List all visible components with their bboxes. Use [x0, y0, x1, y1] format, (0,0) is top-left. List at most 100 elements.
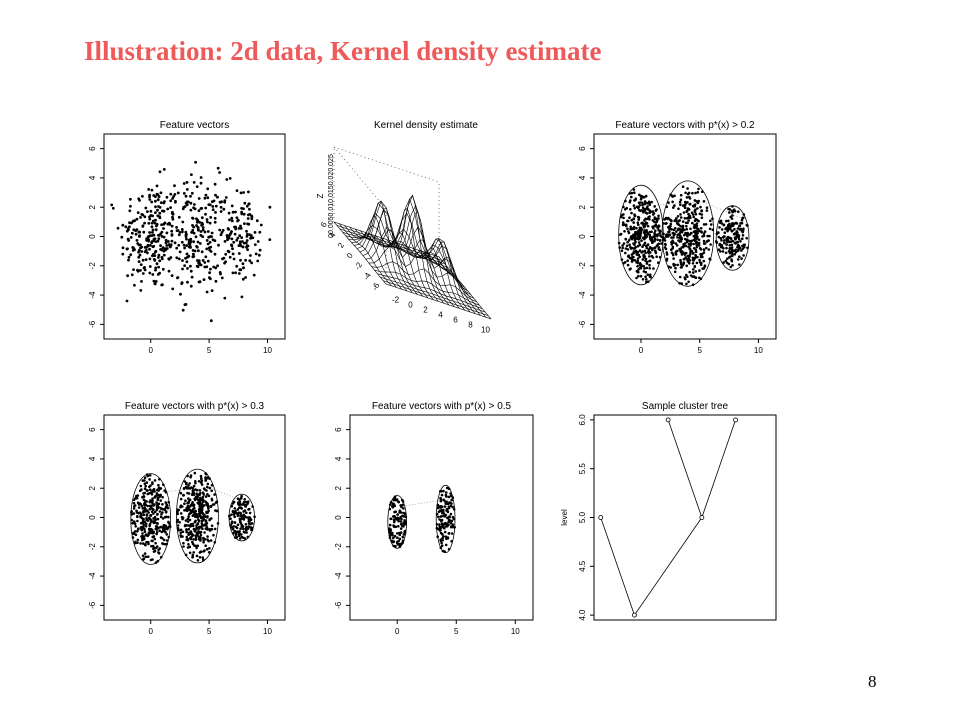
data-point — [155, 184, 159, 188]
data-point — [655, 255, 658, 258]
data-point — [684, 221, 688, 225]
y-tick-label: -4 — [334, 572, 343, 580]
data-point — [185, 252, 189, 256]
data-point — [131, 219, 135, 223]
data-point — [645, 262, 649, 265]
data-point — [665, 251, 669, 254]
data-point — [205, 239, 209, 242]
data-point — [694, 230, 698, 233]
data-point — [156, 198, 160, 202]
data-point — [741, 237, 744, 240]
data-point — [727, 262, 731, 266]
data-point — [189, 269, 193, 273]
data-point — [198, 261, 201, 265]
data-point — [645, 231, 649, 234]
data-point — [684, 191, 687, 195]
data-point — [192, 240, 196, 244]
data-point — [151, 253, 155, 257]
data-point — [143, 266, 147, 269]
data-point — [686, 192, 690, 196]
data-point — [154, 268, 157, 272]
data-point — [240, 236, 244, 240]
data-point — [176, 518, 180, 522]
data-point — [226, 236, 229, 239]
data-point — [402, 515, 406, 518]
data-point — [623, 230, 626, 233]
data-point — [632, 255, 635, 259]
data-point — [194, 538, 198, 541]
data-point — [639, 274, 643, 278]
data-point — [645, 266, 649, 270]
surface-mesh-line — [370, 234, 424, 297]
data-point — [130, 510, 133, 513]
data-point — [206, 476, 210, 479]
data-point — [207, 246, 211, 250]
data-point — [209, 250, 213, 253]
data-point — [439, 546, 443, 550]
data-point — [442, 514, 445, 518]
data-point — [643, 229, 646, 232]
bounding-box-edge — [333, 146, 387, 210]
data-point — [132, 507, 136, 510]
data-point — [157, 237, 161, 241]
data-point — [221, 228, 225, 232]
data-point — [143, 506, 146, 510]
data-point — [182, 182, 186, 185]
data-point — [691, 283, 695, 287]
data-point — [169, 192, 173, 196]
data-point — [184, 523, 187, 527]
data-point — [223, 199, 227, 203]
data-point — [145, 238, 149, 242]
data-point — [677, 207, 680, 210]
data-point — [630, 253, 634, 256]
data-point — [243, 498, 246, 501]
data-point — [683, 200, 687, 204]
y-tick-label: 6.0 — [578, 414, 587, 426]
data-point — [143, 476, 147, 480]
data-point — [249, 254, 252, 257]
data-point — [201, 498, 204, 502]
data-point — [630, 246, 634, 250]
data-point — [645, 278, 648, 281]
data-point — [126, 274, 129, 278]
data-point — [159, 499, 162, 502]
data-point — [685, 224, 688, 228]
surface-mesh-line — [354, 200, 408, 292]
data-point — [683, 206, 687, 209]
data-point — [170, 274, 174, 277]
data-point — [242, 191, 246, 194]
surface-mesh-line — [375, 232, 429, 299]
data-point — [141, 554, 145, 557]
data-point — [685, 196, 689, 199]
data-point — [662, 232, 665, 236]
data-point — [393, 504, 396, 507]
data-point — [708, 234, 711, 238]
data-point — [651, 248, 654, 252]
data-point — [642, 270, 646, 273]
data-point — [186, 546, 190, 549]
data-point — [197, 519, 201, 523]
data-point — [436, 503, 440, 507]
data-point — [121, 223, 125, 227]
data-point — [694, 270, 698, 273]
data-point — [145, 514, 149, 517]
data-point — [657, 261, 660, 265]
data-point — [694, 212, 698, 216]
data-point — [146, 474, 150, 478]
data-point — [164, 501, 167, 504]
data-point — [189, 201, 193, 205]
data-point — [159, 555, 163, 559]
data-point — [199, 531, 202, 534]
data-point — [141, 213, 145, 217]
data-point — [695, 261, 699, 265]
data-point — [683, 203, 687, 206]
surface-mesh-line — [333, 221, 387, 285]
data-point — [197, 507, 201, 511]
data-point — [184, 194, 188, 198]
data-point — [240, 525, 244, 529]
data-point — [161, 526, 165, 530]
data-point — [680, 253, 684, 256]
data-point — [142, 542, 145, 545]
data-point — [637, 274, 640, 278]
y-tick-label: -2 — [578, 262, 587, 270]
